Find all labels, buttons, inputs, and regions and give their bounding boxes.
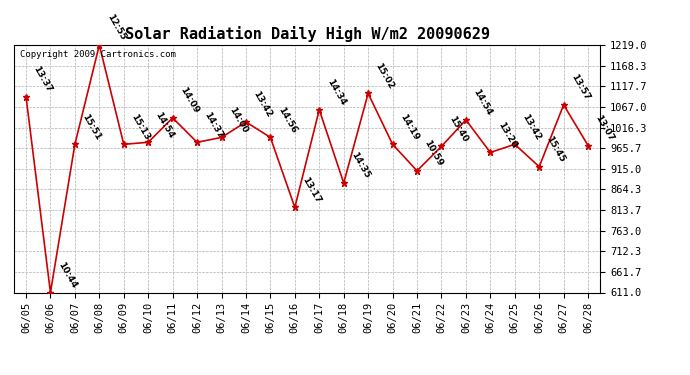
Text: 13:57: 13:57 <box>569 73 591 102</box>
Text: 10:44: 10:44 <box>56 260 78 290</box>
Text: 13:42: 13:42 <box>252 90 274 119</box>
Text: 13:20: 13:20 <box>496 120 518 150</box>
Text: 13:17: 13:17 <box>300 175 322 205</box>
Text: 14:56: 14:56 <box>276 105 298 135</box>
Text: 14:54: 14:54 <box>154 110 176 140</box>
Text: 14:35: 14:35 <box>349 151 371 180</box>
Title: Solar Radiation Daily High W/m2 20090629: Solar Radiation Daily High W/m2 20090629 <box>125 27 489 42</box>
Text: 15:51: 15:51 <box>81 112 103 141</box>
Text: 14:34: 14:34 <box>325 78 347 107</box>
Text: 14:54: 14:54 <box>471 88 493 117</box>
Text: 13:07: 13:07 <box>593 114 615 143</box>
Text: 15:45: 15:45 <box>545 135 567 164</box>
Text: 15:02: 15:02 <box>374 62 396 91</box>
Text: 14:19: 14:19 <box>398 112 420 141</box>
Text: 15:40: 15:40 <box>447 114 469 144</box>
Text: Copyright 2009 Cartronics.com: Copyright 2009 Cartronics.com <box>19 50 175 59</box>
Text: 12:55: 12:55 <box>105 13 127 42</box>
Text: 13:37: 13:37 <box>32 64 54 94</box>
Text: 14:09: 14:09 <box>178 86 200 115</box>
Text: 13:42: 13:42 <box>520 112 542 141</box>
Text: 14:00: 14:00 <box>227 105 249 135</box>
Text: 10:59: 10:59 <box>422 139 444 168</box>
Text: 15:13: 15:13 <box>129 112 151 141</box>
Text: 14:37: 14:37 <box>203 110 225 140</box>
